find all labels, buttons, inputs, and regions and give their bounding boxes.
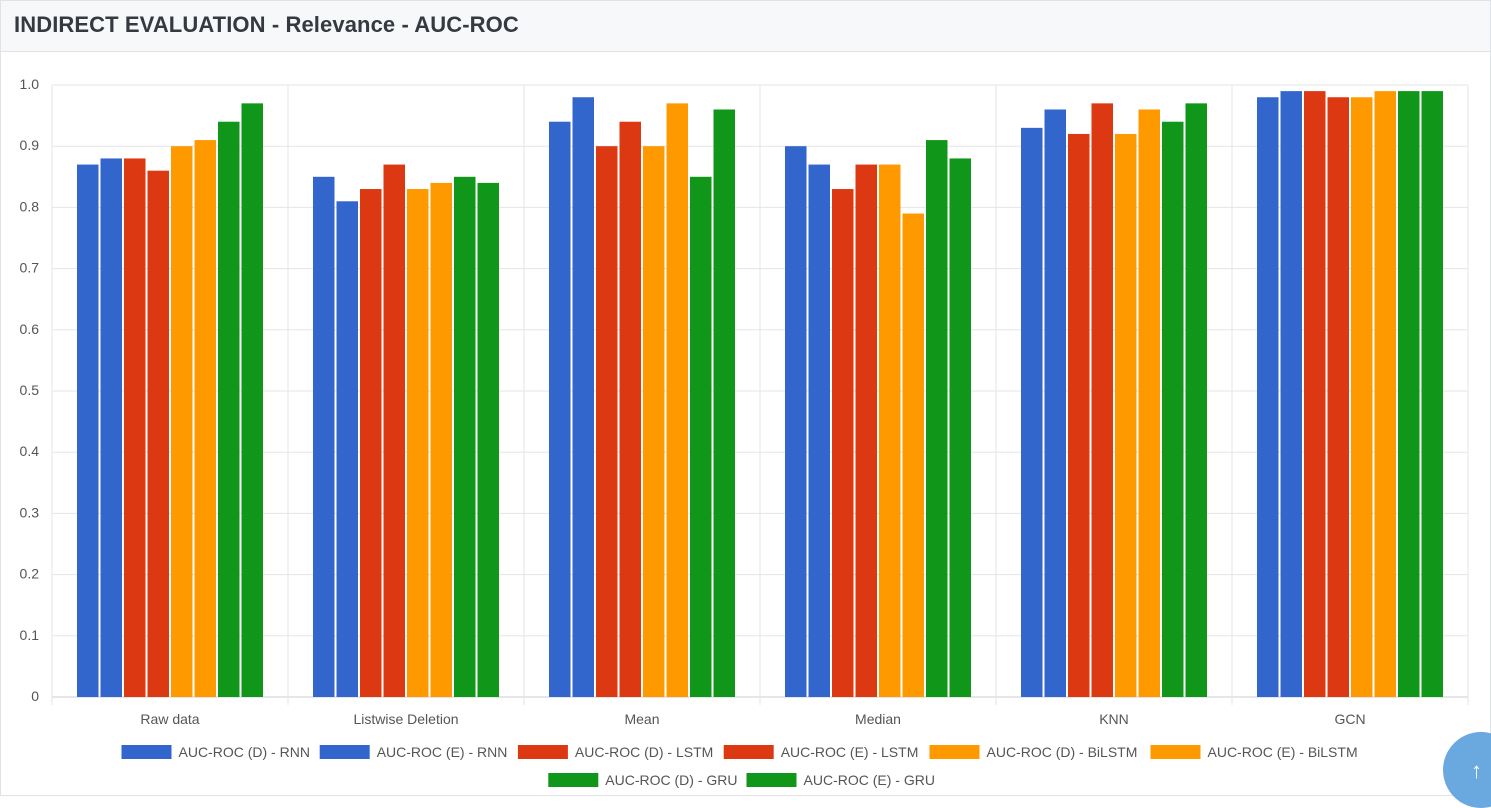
y-tick-label: 0.3 bbox=[20, 504, 40, 520]
legend-label[interactable]: AUC-ROC (E) - GRU bbox=[804, 772, 935, 788]
bar[interactable] bbox=[430, 182, 453, 698]
legend-label[interactable]: AUC-ROC (E) - RNN bbox=[377, 744, 508, 760]
card-header: INDIRECT EVALUATION - Relevance - AUC-RO… bbox=[1, 1, 1490, 52]
bar[interactable] bbox=[1091, 103, 1114, 698]
bar[interactable] bbox=[879, 164, 901, 697]
bar[interactable] bbox=[1115, 133, 1137, 697]
legend-label[interactable]: AUC-ROC (D) - GRU bbox=[605, 772, 737, 788]
legend-swatch[interactable] bbox=[723, 745, 774, 759]
bar[interactable] bbox=[1044, 109, 1067, 698]
y-tick-label: 0.7 bbox=[20, 260, 40, 276]
bar[interactable] bbox=[643, 146, 665, 697]
bar[interactable] bbox=[147, 170, 170, 697]
bar[interactable] bbox=[832, 189, 854, 698]
bar[interactable] bbox=[477, 182, 500, 698]
x-tick-label: Median bbox=[855, 711, 901, 727]
bar[interactable] bbox=[808, 164, 831, 697]
x-tick-label: GCN bbox=[1334, 711, 1365, 727]
bar[interactable] bbox=[1138, 109, 1161, 698]
bar[interactable] bbox=[1351, 97, 1373, 698]
bar[interactable] bbox=[171, 146, 193, 697]
bar[interactable] bbox=[549, 121, 571, 698]
bar[interactable] bbox=[336, 201, 359, 697]
bar[interactable] bbox=[407, 189, 429, 698]
bar[interactable] bbox=[241, 103, 264, 698]
y-axis-ticks: 0 0.1 0.2 0.3 0.4 0.5 0.6 0.7 0.8 0.9 1.0 bbox=[20, 76, 40, 704]
bar[interactable] bbox=[1162, 121, 1184, 698]
bar[interactable] bbox=[1185, 103, 1208, 698]
y-tick-label: 0.5 bbox=[20, 382, 40, 398]
bar[interactable] bbox=[1398, 91, 1420, 698]
arrow-up-icon: ↑ bbox=[1471, 758, 1482, 783]
bar[interactable] bbox=[785, 146, 807, 697]
legend-label[interactable]: AUC-ROC (D) - RNN bbox=[179, 744, 310, 760]
bar[interactable] bbox=[100, 158, 123, 697]
legend-swatch[interactable] bbox=[746, 773, 797, 787]
bar[interactable] bbox=[1304, 91, 1326, 698]
bar[interactable] bbox=[690, 176, 712, 698]
bar[interactable] bbox=[194, 140, 217, 697]
x-tick-label: Listwise Deletion bbox=[353, 711, 458, 727]
bar[interactable] bbox=[77, 164, 99, 697]
bar[interactable] bbox=[1421, 91, 1444, 698]
grid-lines bbox=[51, 84, 1469, 705]
y-tick-label: 0 bbox=[31, 688, 39, 704]
bar[interactable] bbox=[1021, 127, 1043, 698]
bar[interactable] bbox=[619, 121, 642, 698]
bar[interactable] bbox=[1374, 91, 1397, 698]
bar[interactable] bbox=[383, 164, 406, 697]
bar[interactable] bbox=[360, 189, 382, 698]
bar[interactable] bbox=[1257, 97, 1279, 698]
bar[interactable] bbox=[572, 97, 595, 698]
legend-label[interactable]: AUC-ROC (E) - LSTM bbox=[781, 744, 919, 760]
bar[interactable] bbox=[124, 158, 146, 697]
bar[interactable] bbox=[666, 103, 689, 698]
bar[interactable] bbox=[1280, 91, 1303, 698]
bar[interactable] bbox=[596, 146, 618, 697]
legend-swatch[interactable] bbox=[1150, 745, 1201, 759]
bar[interactable] bbox=[454, 176, 476, 698]
x-tick-label: Mean bbox=[624, 711, 659, 727]
bar[interactable] bbox=[902, 213, 925, 697]
legend[interactable]: AUC-ROC (D) - RNN AUC-ROC (E) - RNN AUC-RO… bbox=[121, 744, 1358, 788]
bars bbox=[77, 91, 1444, 698]
y-tick-label: 0.6 bbox=[20, 321, 40, 337]
y-tick-label: 1.0 bbox=[20, 76, 40, 92]
legend-swatch[interactable] bbox=[121, 745, 172, 759]
bar[interactable] bbox=[713, 109, 736, 698]
y-tick-label: 0.8 bbox=[20, 198, 40, 214]
legend-label[interactable]: AUC-ROC (D) - LSTM bbox=[575, 744, 713, 760]
bar[interactable] bbox=[949, 158, 972, 697]
y-tick-label: 0.1 bbox=[20, 627, 40, 643]
y-tick-label: 0.4 bbox=[20, 443, 40, 459]
legend-label[interactable]: AUC-ROC (E) - BiLSTM bbox=[1208, 744, 1358, 760]
legend-label[interactable]: AUC-ROC (D) - BiLSTM bbox=[987, 744, 1138, 760]
bar[interactable] bbox=[218, 121, 240, 698]
bar[interactable] bbox=[1068, 133, 1090, 697]
legend-swatch[interactable] bbox=[548, 773, 599, 787]
legend-swatch[interactable] bbox=[319, 745, 370, 759]
bar[interactable] bbox=[926, 140, 948, 697]
legend-swatch[interactable] bbox=[929, 745, 980, 759]
bar[interactable] bbox=[313, 176, 335, 698]
legend-swatch[interactable] bbox=[517, 745, 568, 759]
x-tick-label: KNN bbox=[1099, 711, 1129, 727]
bar[interactable] bbox=[855, 164, 878, 697]
bar[interactable] bbox=[1327, 97, 1350, 698]
page-title: INDIRECT EVALUATION - Relevance - AUC-RO… bbox=[14, 12, 519, 37]
y-tick-label: 0.2 bbox=[20, 566, 40, 582]
x-axis-labels: Raw data Listwise Deletion Mean Median KNN GC… bbox=[140, 711, 1365, 727]
y-tick-label: 0.9 bbox=[20, 137, 40, 153]
x-tick-label: Raw data bbox=[140, 711, 199, 727]
